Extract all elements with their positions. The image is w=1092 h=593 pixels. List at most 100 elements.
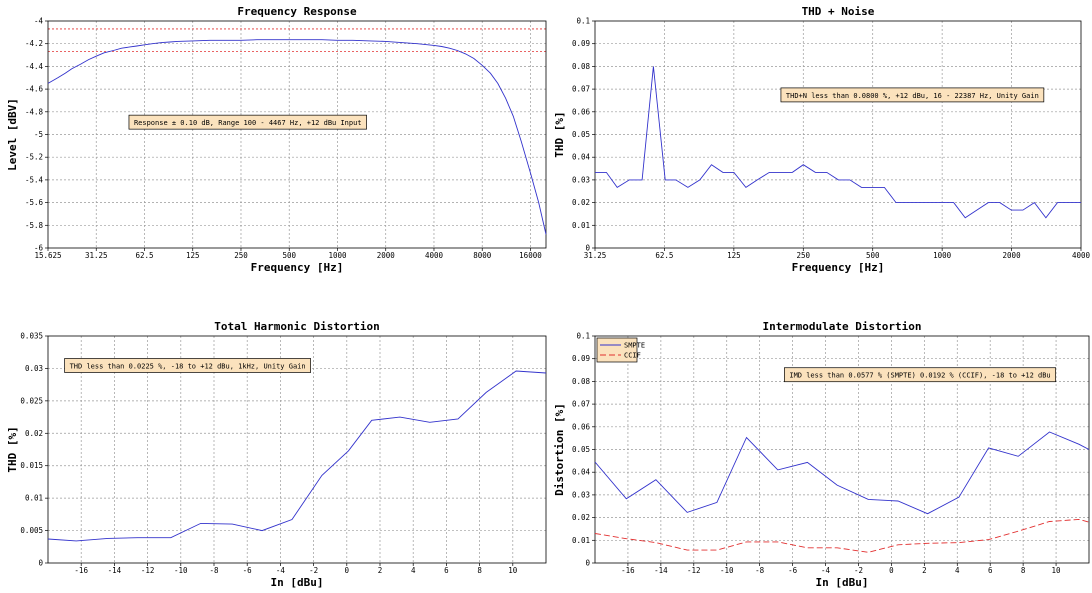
chart4-ytick-label: 0.07 bbox=[572, 400, 590, 409]
chart1-annotation-box bbox=[128, 114, 367, 130]
chart2-xtick-label: 125 bbox=[727, 251, 741, 260]
chart2-ytick-label: 0 bbox=[585, 244, 590, 253]
chart3-ytick-label: 0.005 bbox=[20, 526, 43, 535]
chart4-xtick-label: -12 bbox=[687, 566, 701, 575]
chart2-xtick-label: 1000 bbox=[933, 251, 952, 260]
chart2-annotation-text: THD+N less than 0.0800 %, +12 dBu, 16 - … bbox=[786, 92, 1039, 100]
chart4-ytick-label: 0.1 bbox=[576, 332, 590, 341]
chart3-ytick-label: 0.035 bbox=[20, 332, 43, 341]
chart4-ytick-label: 0 bbox=[585, 559, 590, 568]
chart2-xtick-label: 250 bbox=[797, 251, 811, 260]
chart2-ytick-label: 0.06 bbox=[572, 107, 591, 116]
chart4-legend-label-smpte: SMPTE bbox=[624, 342, 645, 350]
chart4-x-axis-label: In [dBu] bbox=[816, 576, 869, 589]
chart1-xtick-label: 15.625 bbox=[34, 251, 61, 260]
chart4-xtick-label: 0 bbox=[889, 566, 894, 575]
chart4-xtick-label: -2 bbox=[854, 566, 863, 575]
chart2-ytick-label: 0.02 bbox=[572, 198, 590, 207]
chart4-xtick-label: -16 bbox=[621, 566, 635, 575]
chart3-ytick-label: 0.01 bbox=[25, 494, 43, 503]
chart4-xtick-label: 4 bbox=[955, 566, 960, 575]
chart-panel-3: -16 -14 -12 -10 -8 -6 -4 -2 0 2 4 6 8 10 0 0.005 0.01 0.0… bbox=[6, 320, 547, 589]
chart1-ytick-label: -5.4 bbox=[25, 175, 44, 184]
chart2-ytick-label: 0.08 bbox=[572, 62, 591, 71]
chart2-xtick-label: 62.5 bbox=[655, 251, 673, 260]
chart1-xtick-label: 1000 bbox=[328, 251, 347, 260]
chart4-xtick-label: -8 bbox=[755, 566, 765, 575]
chart3-xtick-label: 6 bbox=[444, 566, 449, 575]
chart-panel-2: 31.25 62.5 125 250 500 1000 2000 4000 0 0.01 0.02 0… bbox=[553, 5, 1091, 274]
chart3-ytick-label: 0.02 bbox=[25, 429, 43, 438]
chart4-legend-label-ccif: CCIF bbox=[624, 352, 641, 360]
chart4-ytick-label: 0.08 bbox=[572, 377, 591, 386]
chart1-xtick-label: 125 bbox=[186, 251, 200, 260]
chart3-ytick-label: 0.025 bbox=[20, 396, 43, 405]
chart3-xtick-label: -14 bbox=[108, 566, 122, 575]
chart2-ytick-label: 0.04 bbox=[572, 153, 591, 162]
chart3-xtick-label: 0 bbox=[345, 566, 350, 575]
chart2-title: THD + Noise bbox=[802, 5, 875, 18]
chart1-y-axis-label: Level [dBV] bbox=[6, 98, 19, 171]
chart4-ytick-label: 0.03 bbox=[572, 490, 590, 499]
chart4-series-line-ccif bbox=[594, 518, 1090, 553]
chart3-xtick-label: 10 bbox=[508, 566, 518, 575]
chart3-ytick-label: 0.015 bbox=[20, 461, 43, 470]
chart2-xtick-label: 2000 bbox=[1003, 251, 1022, 260]
chart4-annotation-text: IMD less than 0.0577 % (SMPTE) 0.0192 % … bbox=[789, 372, 1050, 380]
chart1-title: Frequency Response bbox=[237, 5, 357, 18]
chart2-ytick-label: 0.05 bbox=[572, 130, 590, 139]
chart1-series-line bbox=[47, 39, 547, 235]
chart3-xtick-label: -10 bbox=[174, 566, 188, 575]
chart1-xtick-label: 62.5 bbox=[135, 251, 153, 260]
chart1-x-axis-label: Frequency [Hz] bbox=[251, 261, 344, 274]
chart4-title: Intermodulate Distortion bbox=[763, 320, 922, 333]
chart2-ytick-label: 0.09 bbox=[572, 39, 590, 48]
chart3-xtick-label: -16 bbox=[74, 566, 88, 575]
chart3-y-axis-label: THD [%] bbox=[6, 426, 19, 472]
chart4-ytick-label: 0.01 bbox=[572, 536, 590, 545]
chart1-xtick-label: 500 bbox=[282, 251, 296, 260]
chart3-ytick-label: 0 bbox=[38, 559, 43, 568]
chart3-series-line bbox=[47, 370, 547, 542]
chart1-ytick-label: -5.8 bbox=[25, 221, 44, 230]
chart2-x-axis-label: Frequency [Hz] bbox=[792, 261, 885, 274]
chart1-ytick-label: -6 bbox=[34, 244, 44, 253]
chart4-ytick-label: 0.06 bbox=[572, 422, 591, 431]
chart3-xtick-label: -12 bbox=[141, 566, 155, 575]
chart4-legend-box bbox=[596, 337, 638, 363]
chart2-xtick-label: 4000 bbox=[1072, 251, 1091, 260]
chart3-title: Total Harmonic Distortion bbox=[214, 320, 380, 333]
chart2-series-line bbox=[595, 66, 1081, 219]
chart-panel-1: 15.625 31.25 62.5 125 250 500 1000 2000 4000 8000… bbox=[6, 5, 547, 274]
chart4-series-line-smpte bbox=[594, 431, 1090, 515]
chart3-xtick-label: 8 bbox=[477, 566, 482, 575]
chart2-xtick-label: 500 bbox=[866, 251, 880, 260]
chart1-ytick-label: -4.2 bbox=[25, 39, 43, 48]
chart2-y-axis-label: THD [%] bbox=[553, 111, 566, 157]
chart4-ytick-label: 0.04 bbox=[572, 468, 591, 477]
chart1-xtick-label: 31.25 bbox=[85, 251, 108, 260]
chart4-xtick-label: 6 bbox=[988, 566, 993, 575]
chart1-annotation-text: Response ± 0.10 dB, Range 100 - 4467 Hz,… bbox=[134, 119, 362, 127]
chart4-y-axis-label: Distortion [%] bbox=[553, 403, 566, 496]
chart3-annotation-box bbox=[64, 358, 311, 373]
chart2-ytick-label: 0.01 bbox=[572, 221, 590, 230]
chart2-ytick-label: 0.1 bbox=[576, 17, 590, 26]
chart2-annotation-box bbox=[780, 87, 1045, 103]
chart3-ytick-label: 0.03 bbox=[25, 364, 43, 373]
chart3-plot-frame bbox=[47, 335, 547, 564]
chart2-xtick-label: 31.25 bbox=[584, 251, 607, 260]
chart1-xtick-label: 2000 bbox=[377, 251, 396, 260]
chart1-ytick-label: -4 bbox=[34, 17, 44, 26]
chart1-ytick-label: -4.6 bbox=[25, 85, 44, 94]
chart4-xtick-label: 2 bbox=[922, 566, 927, 575]
chart1-ytick-label: -5 bbox=[34, 130, 43, 139]
chart1-xtick-label: 250 bbox=[234, 251, 248, 260]
chart3-x-axis-label: In [dBu] bbox=[271, 576, 324, 589]
chart1-ytick-label: -4.8 bbox=[25, 107, 44, 116]
chart1-xtick-label: 4000 bbox=[425, 251, 444, 260]
chart-panel-4: -16 -14 -12 -10 -8 -6 -4 -2 0 2 4 6 8 10 0 0.01 0.02 0.03… bbox=[553, 320, 1090, 589]
chart3-xtick-label: -4 bbox=[276, 566, 286, 575]
chart2-ytick-label: 0.07 bbox=[572, 85, 590, 94]
